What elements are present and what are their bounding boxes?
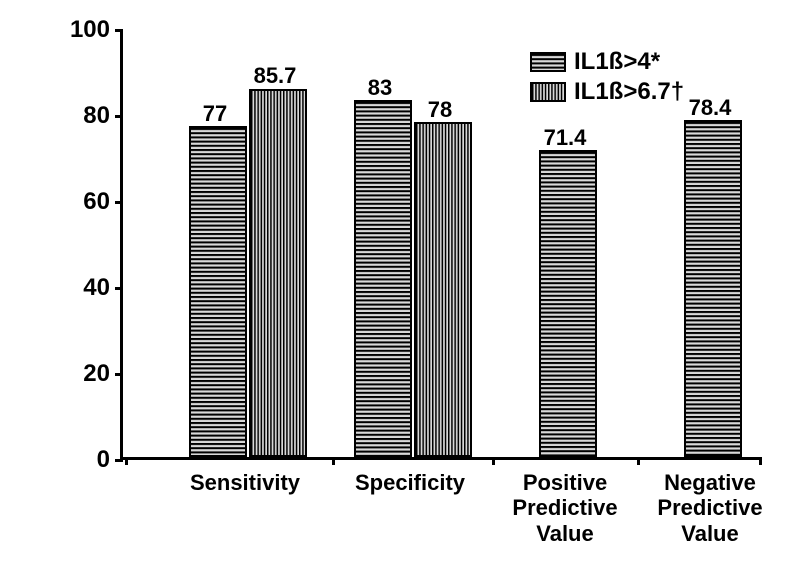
x-axis-label: Specificity <box>335 470 485 495</box>
chart-container: IL1ß>4* IL1ß>6.7† 0204060801007785.7Sens… <box>70 30 770 520</box>
y-axis-label: 0 <box>50 446 110 474</box>
bar-value-label: 78.4 <box>689 95 732 121</box>
x-axis-label: Positive Predictive Value <box>490 470 640 546</box>
y-axis-label: 100 <box>50 16 110 44</box>
legend: IL1ß>4* IL1ß>6.7† <box>530 48 684 108</box>
legend-swatch-horizontal <box>530 52 566 72</box>
x-tick <box>637 457 640 465</box>
bar <box>354 100 412 457</box>
x-tick <box>492 457 495 465</box>
y-tick <box>115 115 123 118</box>
y-tick <box>115 287 123 290</box>
x-tick <box>759 457 762 465</box>
bar <box>539 150 597 457</box>
bar <box>249 89 307 458</box>
legend-item: IL1ß>4* <box>530 48 684 76</box>
y-axis-label: 60 <box>50 188 110 216</box>
y-axis-label: 40 <box>50 274 110 302</box>
bar-value-label: 78 <box>428 97 452 123</box>
y-tick <box>115 29 123 32</box>
x-tick <box>125 457 128 465</box>
bar-value-label: 77 <box>203 101 227 127</box>
bar <box>684 120 742 457</box>
bar-value-label: 85.7 <box>254 63 297 89</box>
bar <box>189 126 247 457</box>
legend-item: IL1ß>6.7† <box>530 78 684 106</box>
y-tick <box>115 201 123 204</box>
bar-value-label: 71.4 <box>544 125 587 151</box>
x-tick <box>332 457 335 465</box>
y-tick <box>115 459 123 462</box>
bar <box>414 122 472 457</box>
x-axis-label: Negative Predictive Value <box>635 470 785 546</box>
x-axis-label: Sensitivity <box>170 470 320 495</box>
bar-value-label: 83 <box>368 75 392 101</box>
legend-swatch-vertical <box>530 82 566 102</box>
y-axis-label: 80 <box>50 102 110 130</box>
legend-text: IL1ß>4* <box>574 48 660 76</box>
y-tick <box>115 373 123 376</box>
legend-text: IL1ß>6.7† <box>574 78 684 106</box>
y-axis-label: 20 <box>50 360 110 388</box>
